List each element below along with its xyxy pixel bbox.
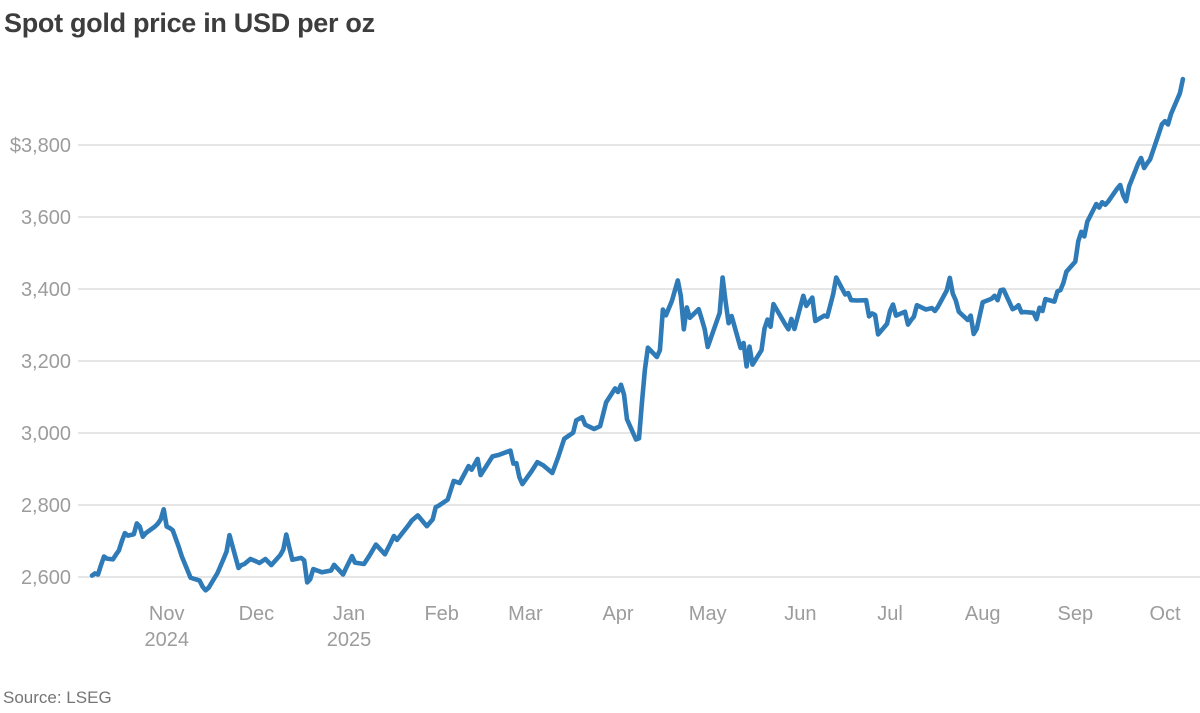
chart-title: Spot gold price in USD per oz (4, 8, 375, 38)
x-axis-label: Sep (1058, 603, 1094, 625)
price-line (89, 76, 1186, 593)
source-note: Source: LSEG (3, 688, 112, 707)
y-axis-label: 3,000 (21, 423, 71, 445)
y-axis-label: 2,600 (21, 567, 71, 589)
x-axis-year-label: 2025 (327, 629, 372, 651)
x-axis-year-label: 2024 (144, 629, 189, 651)
y-axis-label: 2,800 (21, 495, 71, 517)
x-axis-label: Apr (602, 603, 633, 625)
x-axis-label: Jun (784, 603, 816, 625)
x-axis-label: Jul (877, 603, 903, 625)
x-axis-label: Mar (508, 603, 543, 625)
x-axis-label: May (689, 603, 727, 625)
x-axis-label: Feb (424, 603, 458, 625)
x-axis-label: Oct (1149, 603, 1181, 625)
x-axis-label: Aug (965, 603, 1001, 625)
y-axis-label: 3,200 (21, 351, 71, 373)
y-axis-label: 3,400 (21, 279, 71, 301)
x-axis-label: Nov (149, 603, 185, 625)
x-axis-label: Dec (239, 603, 275, 625)
y-axis-label: 3,600 (21, 207, 71, 229)
x-axis-label: Jan (333, 603, 365, 625)
y-axis-label: $3,800 (10, 135, 71, 157)
